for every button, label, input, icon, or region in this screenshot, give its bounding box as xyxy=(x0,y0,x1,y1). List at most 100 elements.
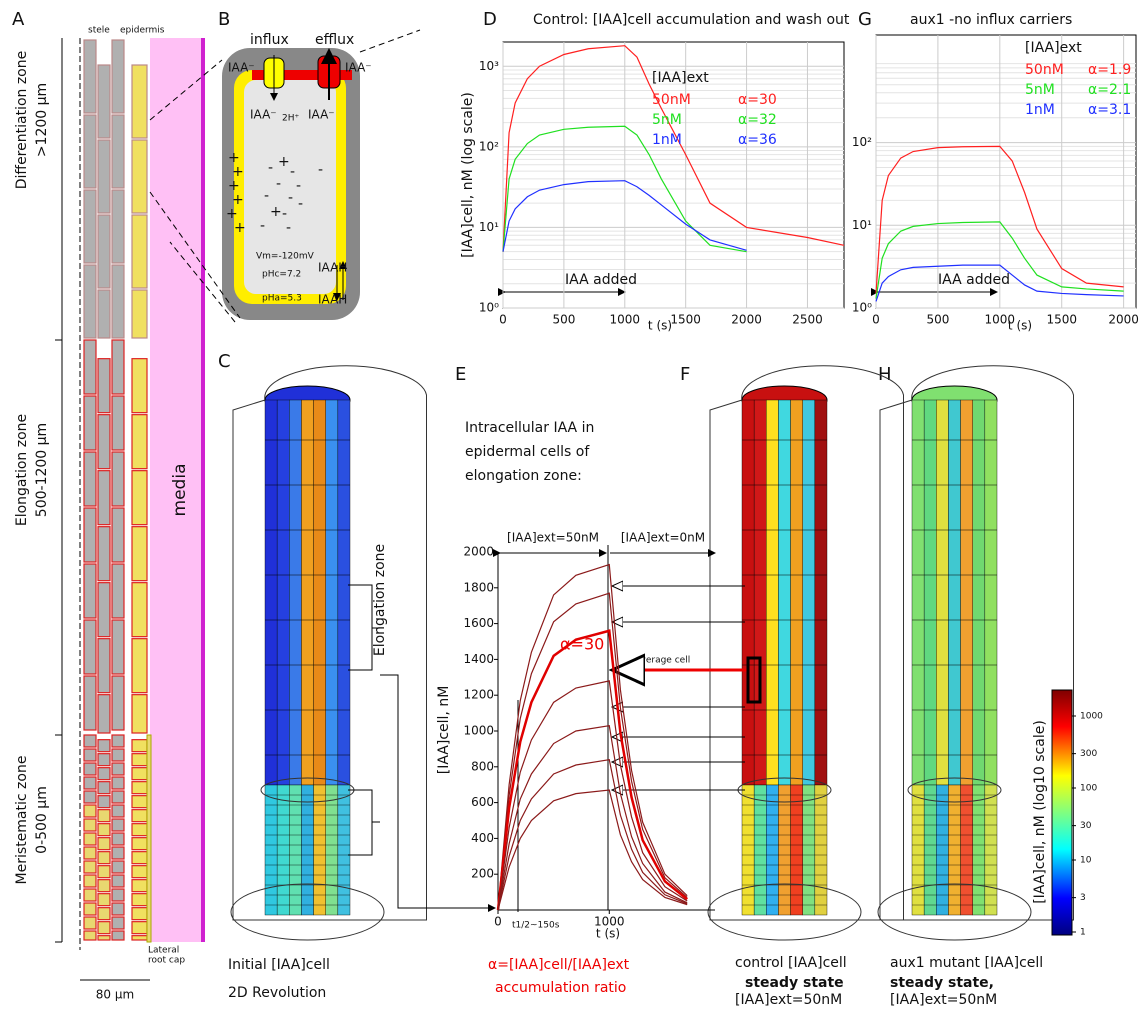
cyl-stripe xyxy=(936,784,949,916)
cyl-stripe xyxy=(984,399,998,786)
cap-label: Lateral xyxy=(148,946,179,956)
cell xyxy=(131,767,148,781)
cylinders xyxy=(230,365,1074,941)
cyl-outline xyxy=(879,365,1074,921)
cyl-stripe xyxy=(337,399,351,786)
annotation: IAA added xyxy=(565,272,637,288)
cell xyxy=(131,414,148,470)
cell xyxy=(97,358,111,414)
colorbar xyxy=(1051,689,1073,936)
x-label: t (s) xyxy=(648,319,672,333)
cell xyxy=(131,893,148,907)
cell xyxy=(131,694,148,734)
zone-label: >1200 µm xyxy=(34,83,50,157)
colorbar-tick-label: 1 xyxy=(1080,928,1086,938)
stele-label: stele xyxy=(88,26,110,36)
y-label: [IAA]cell, nM (log scale) xyxy=(460,92,476,258)
chart-title: aux1 -no influx carriers xyxy=(910,12,1072,28)
legend-note: α=30 xyxy=(738,92,777,108)
panel-letters: A B C D E F G H xyxy=(12,9,892,385)
charges: ++++++++- - -- --- --- - xyxy=(226,150,323,236)
cyl-stripe xyxy=(814,399,828,786)
phase-label: [IAA]ext=0nM xyxy=(621,531,705,545)
cell xyxy=(83,675,97,731)
cell xyxy=(83,818,97,832)
cell xyxy=(97,526,111,582)
legend-note: α=32 xyxy=(738,112,777,128)
cell xyxy=(97,739,111,753)
cell xyxy=(131,289,148,339)
y-tick-label: 10² xyxy=(852,135,872,149)
colorbar-tick-label: 30 xyxy=(1080,821,1092,831)
x-tick-label: 2000 xyxy=(1108,313,1139,327)
cell xyxy=(83,874,97,888)
legend-title: [IAA]ext xyxy=(652,70,709,86)
legend-entry: 1nM xyxy=(652,132,682,148)
minus-sign: - xyxy=(318,162,323,178)
phc-label: pHc=7.2 xyxy=(262,270,301,280)
cell xyxy=(97,470,111,526)
cell xyxy=(111,264,125,339)
x-tick-label: 0 xyxy=(494,915,502,929)
y-tick-label: 10¹ xyxy=(852,218,872,232)
colorbar-tick-label: 300 xyxy=(1080,749,1097,759)
cell xyxy=(131,823,148,837)
cell xyxy=(131,781,148,795)
minus-sign: - xyxy=(290,164,295,180)
epidermis-label: epidermis xyxy=(120,26,165,36)
cell xyxy=(97,907,111,921)
cyl-base xyxy=(877,883,1032,941)
cell xyxy=(111,930,125,941)
cell xyxy=(97,214,111,289)
cyl-stripe xyxy=(301,399,314,786)
cell xyxy=(111,846,125,860)
cyl-stripe xyxy=(313,399,326,786)
scale-label: 80 µm xyxy=(96,988,134,1002)
cell xyxy=(97,753,111,767)
legend-entry: 5nM xyxy=(652,112,682,128)
cyl-stripe xyxy=(741,399,755,786)
colorbar-label: [IAA]cell, nM (log10 scale) xyxy=(1032,720,1048,904)
cell xyxy=(97,809,111,823)
cell xyxy=(111,748,125,762)
cell xyxy=(97,289,111,339)
data-line xyxy=(496,629,688,911)
cell xyxy=(131,851,148,865)
cell xyxy=(111,451,125,507)
cyl-stripe xyxy=(814,784,828,916)
cell xyxy=(111,39,125,114)
cyl-stripe xyxy=(264,399,278,786)
caption: [IAA]ext=50nM xyxy=(890,992,997,1008)
cell xyxy=(111,804,125,818)
cell xyxy=(111,832,125,846)
cyl-outline xyxy=(232,365,427,921)
cell xyxy=(131,214,148,289)
cell xyxy=(83,619,97,675)
legend-note: α=36 xyxy=(738,132,777,148)
minus-sign: - xyxy=(276,176,281,192)
x-label: t (s) xyxy=(1008,319,1032,333)
iaah-label: IAAH xyxy=(318,293,347,307)
legend-title: [IAA]ext xyxy=(1025,40,1082,56)
data-line xyxy=(497,563,688,911)
cell xyxy=(131,879,148,893)
cell xyxy=(111,734,125,748)
cell xyxy=(83,395,97,451)
cell xyxy=(131,907,148,921)
cell xyxy=(83,776,97,790)
cyl-stripe xyxy=(325,784,339,916)
cell xyxy=(97,638,111,694)
colorbar-tick-label: 100 xyxy=(1080,784,1097,794)
x-tick-label: 0 xyxy=(499,313,507,327)
cyl-stripe xyxy=(948,399,961,786)
ratio-label: α=[IAA]cell/[IAA]ext xyxy=(488,957,630,973)
cyl-stripe xyxy=(753,784,767,916)
caption: Initial [IAA]cell xyxy=(228,957,330,973)
iaah-label: IAAH xyxy=(318,261,347,275)
e-heading: elongation zone: xyxy=(465,468,582,484)
cell xyxy=(111,675,125,731)
legend-note: α=2.1 xyxy=(1088,82,1131,98)
cyl-stripe xyxy=(325,399,339,786)
cell xyxy=(97,893,111,907)
